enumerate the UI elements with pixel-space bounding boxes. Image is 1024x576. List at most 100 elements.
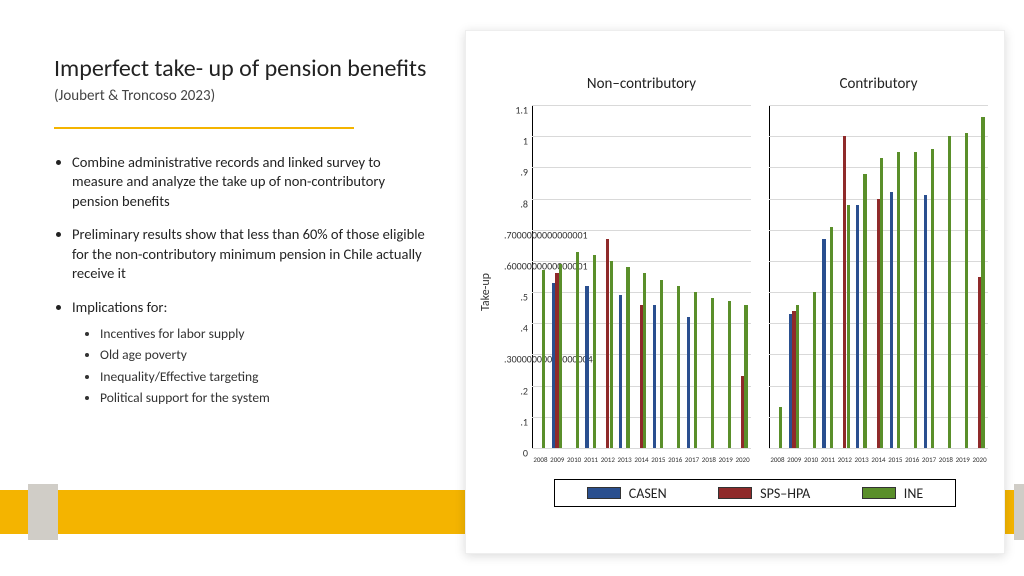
x-tick-label: 2015 — [888, 455, 902, 464]
y-tick-label: .5 — [504, 291, 528, 304]
x-tick-label: 2020 — [735, 455, 749, 464]
x-tick-label: 2018 — [702, 455, 716, 464]
bar — [687, 317, 690, 448]
sub-bullet-item: Political support for the system — [100, 388, 434, 408]
legend: CASEN SPS–HPA INE — [554, 479, 956, 507]
slide: Imperfect take- up of pension benefits (… — [0, 0, 1024, 576]
bar — [880, 158, 883, 448]
x-tick-label: 2017 — [685, 455, 699, 464]
x-tick-label: 2011 — [584, 455, 598, 464]
x-tick-label: 2009 — [787, 455, 801, 464]
y-tick-label: .30000000000000004 — [504, 353, 528, 366]
bar — [796, 305, 799, 448]
legend-label: INE — [904, 485, 923, 502]
x-tick-label: 2013 — [618, 455, 632, 464]
panel-title-left: Non–contributory — [532, 75, 751, 93]
x-tick-label: 2018 — [939, 455, 953, 464]
legend-item: CASEN — [587, 485, 667, 502]
y-tick-label: .8 — [504, 197, 528, 210]
x-tick-label: 2019 — [719, 455, 733, 464]
gridline — [769, 136, 988, 137]
y-tick-label: .4 — [504, 322, 528, 335]
bar — [965, 133, 968, 448]
x-tick-label: 2016 — [668, 455, 682, 464]
legend-label: SPS–HPA — [760, 485, 810, 502]
gridline — [532, 448, 751, 449]
bar — [744, 305, 747, 448]
x-tick-label: 2014 — [871, 455, 885, 464]
sub-bullet-item: Incentives for labor supply — [100, 324, 434, 344]
bar — [792, 311, 795, 448]
panel-title-right: Contributory — [769, 75, 988, 93]
bar — [914, 152, 917, 448]
x-tick-label: 2012 — [838, 455, 852, 464]
legend-label: CASEN — [629, 485, 667, 502]
bullet-item: Implications for: Incentives for labor s… — [72, 298, 434, 408]
x-tick-label: 2016 — [905, 455, 919, 464]
plot-right: 2008200920102011201220132014201520162017… — [769, 105, 988, 449]
bar — [897, 152, 900, 448]
swatch-icon — [587, 487, 621, 499]
gridline — [769, 448, 988, 449]
bar — [822, 239, 825, 448]
bar — [789, 314, 792, 448]
bar — [924, 195, 927, 448]
bar — [863, 174, 866, 448]
plot-left: 0.1.2.30000000000000004.4.5.600000000000… — [532, 105, 751, 449]
y-tick-label: 1 — [504, 135, 528, 148]
bullet-item: Combine administrative records and linke… — [72, 153, 434, 212]
x-tick-label: 2011 — [821, 455, 835, 464]
bar — [856, 205, 859, 448]
bullet-list: Combine administrative records and linke… — [54, 153, 434, 408]
bar — [843, 136, 846, 448]
y-tick-label: .9 — [504, 166, 528, 179]
gridline — [532, 167, 751, 168]
sub-bullet-list: Incentives for labor supply Old age pove… — [72, 324, 434, 408]
gridline — [532, 292, 751, 293]
slide-title: Imperfect take- up of pension benefits — [54, 55, 434, 83]
bar — [711, 298, 714, 448]
bar — [779, 407, 782, 448]
bar — [542, 270, 545, 448]
bar — [728, 301, 731, 448]
y-tick-label: .2 — [504, 384, 528, 397]
bar — [948, 136, 951, 448]
y-tick-label: 0 — [504, 447, 528, 460]
bar — [552, 283, 555, 448]
bar — [830, 227, 833, 448]
bar — [585, 286, 588, 448]
gridline — [532, 105, 751, 106]
bar — [606, 239, 609, 448]
x-tick-label: 2008 — [770, 455, 784, 464]
gridline — [769, 167, 988, 168]
chart-card: Take-up Non–contributory Contributory 0.… — [465, 30, 1005, 554]
y-tick-label: .7000000000000001 — [504, 228, 528, 241]
bar — [593, 255, 596, 448]
bullet-item: Preliminary results show that less than … — [72, 225, 434, 284]
bar — [643, 273, 646, 448]
bar — [660, 280, 663, 448]
sub-bullet-item: Old age poverty — [100, 345, 434, 365]
x-tick-label: 2013 — [855, 455, 869, 464]
bar — [677, 286, 680, 448]
bullet-text: Implications for: — [72, 298, 167, 316]
bar — [813, 292, 816, 448]
x-tick-label: 2014 — [634, 455, 648, 464]
bar — [694, 292, 697, 448]
sub-bullet-item: Inequality/Effective targeting — [100, 367, 434, 387]
x-tick-label: 2019 — [956, 455, 970, 464]
x-tick-label: 2012 — [601, 455, 615, 464]
gridline — [532, 199, 751, 200]
x-tick-label: 2017 — [922, 455, 936, 464]
y-tick-label: .1 — [504, 415, 528, 428]
x-tick-label: 2010 — [804, 455, 818, 464]
x-tick-label: 2015 — [651, 455, 665, 464]
swatch-icon — [718, 487, 752, 499]
y-tick-label: 1.1 — [504, 104, 528, 117]
bar — [847, 205, 850, 448]
bar — [559, 264, 562, 448]
bar — [610, 261, 613, 448]
x-tick-label: 2010 — [567, 455, 581, 464]
slide-subtitle: (Joubert & Troncoso 2023) — [54, 87, 434, 105]
swatch-icon — [862, 487, 896, 499]
